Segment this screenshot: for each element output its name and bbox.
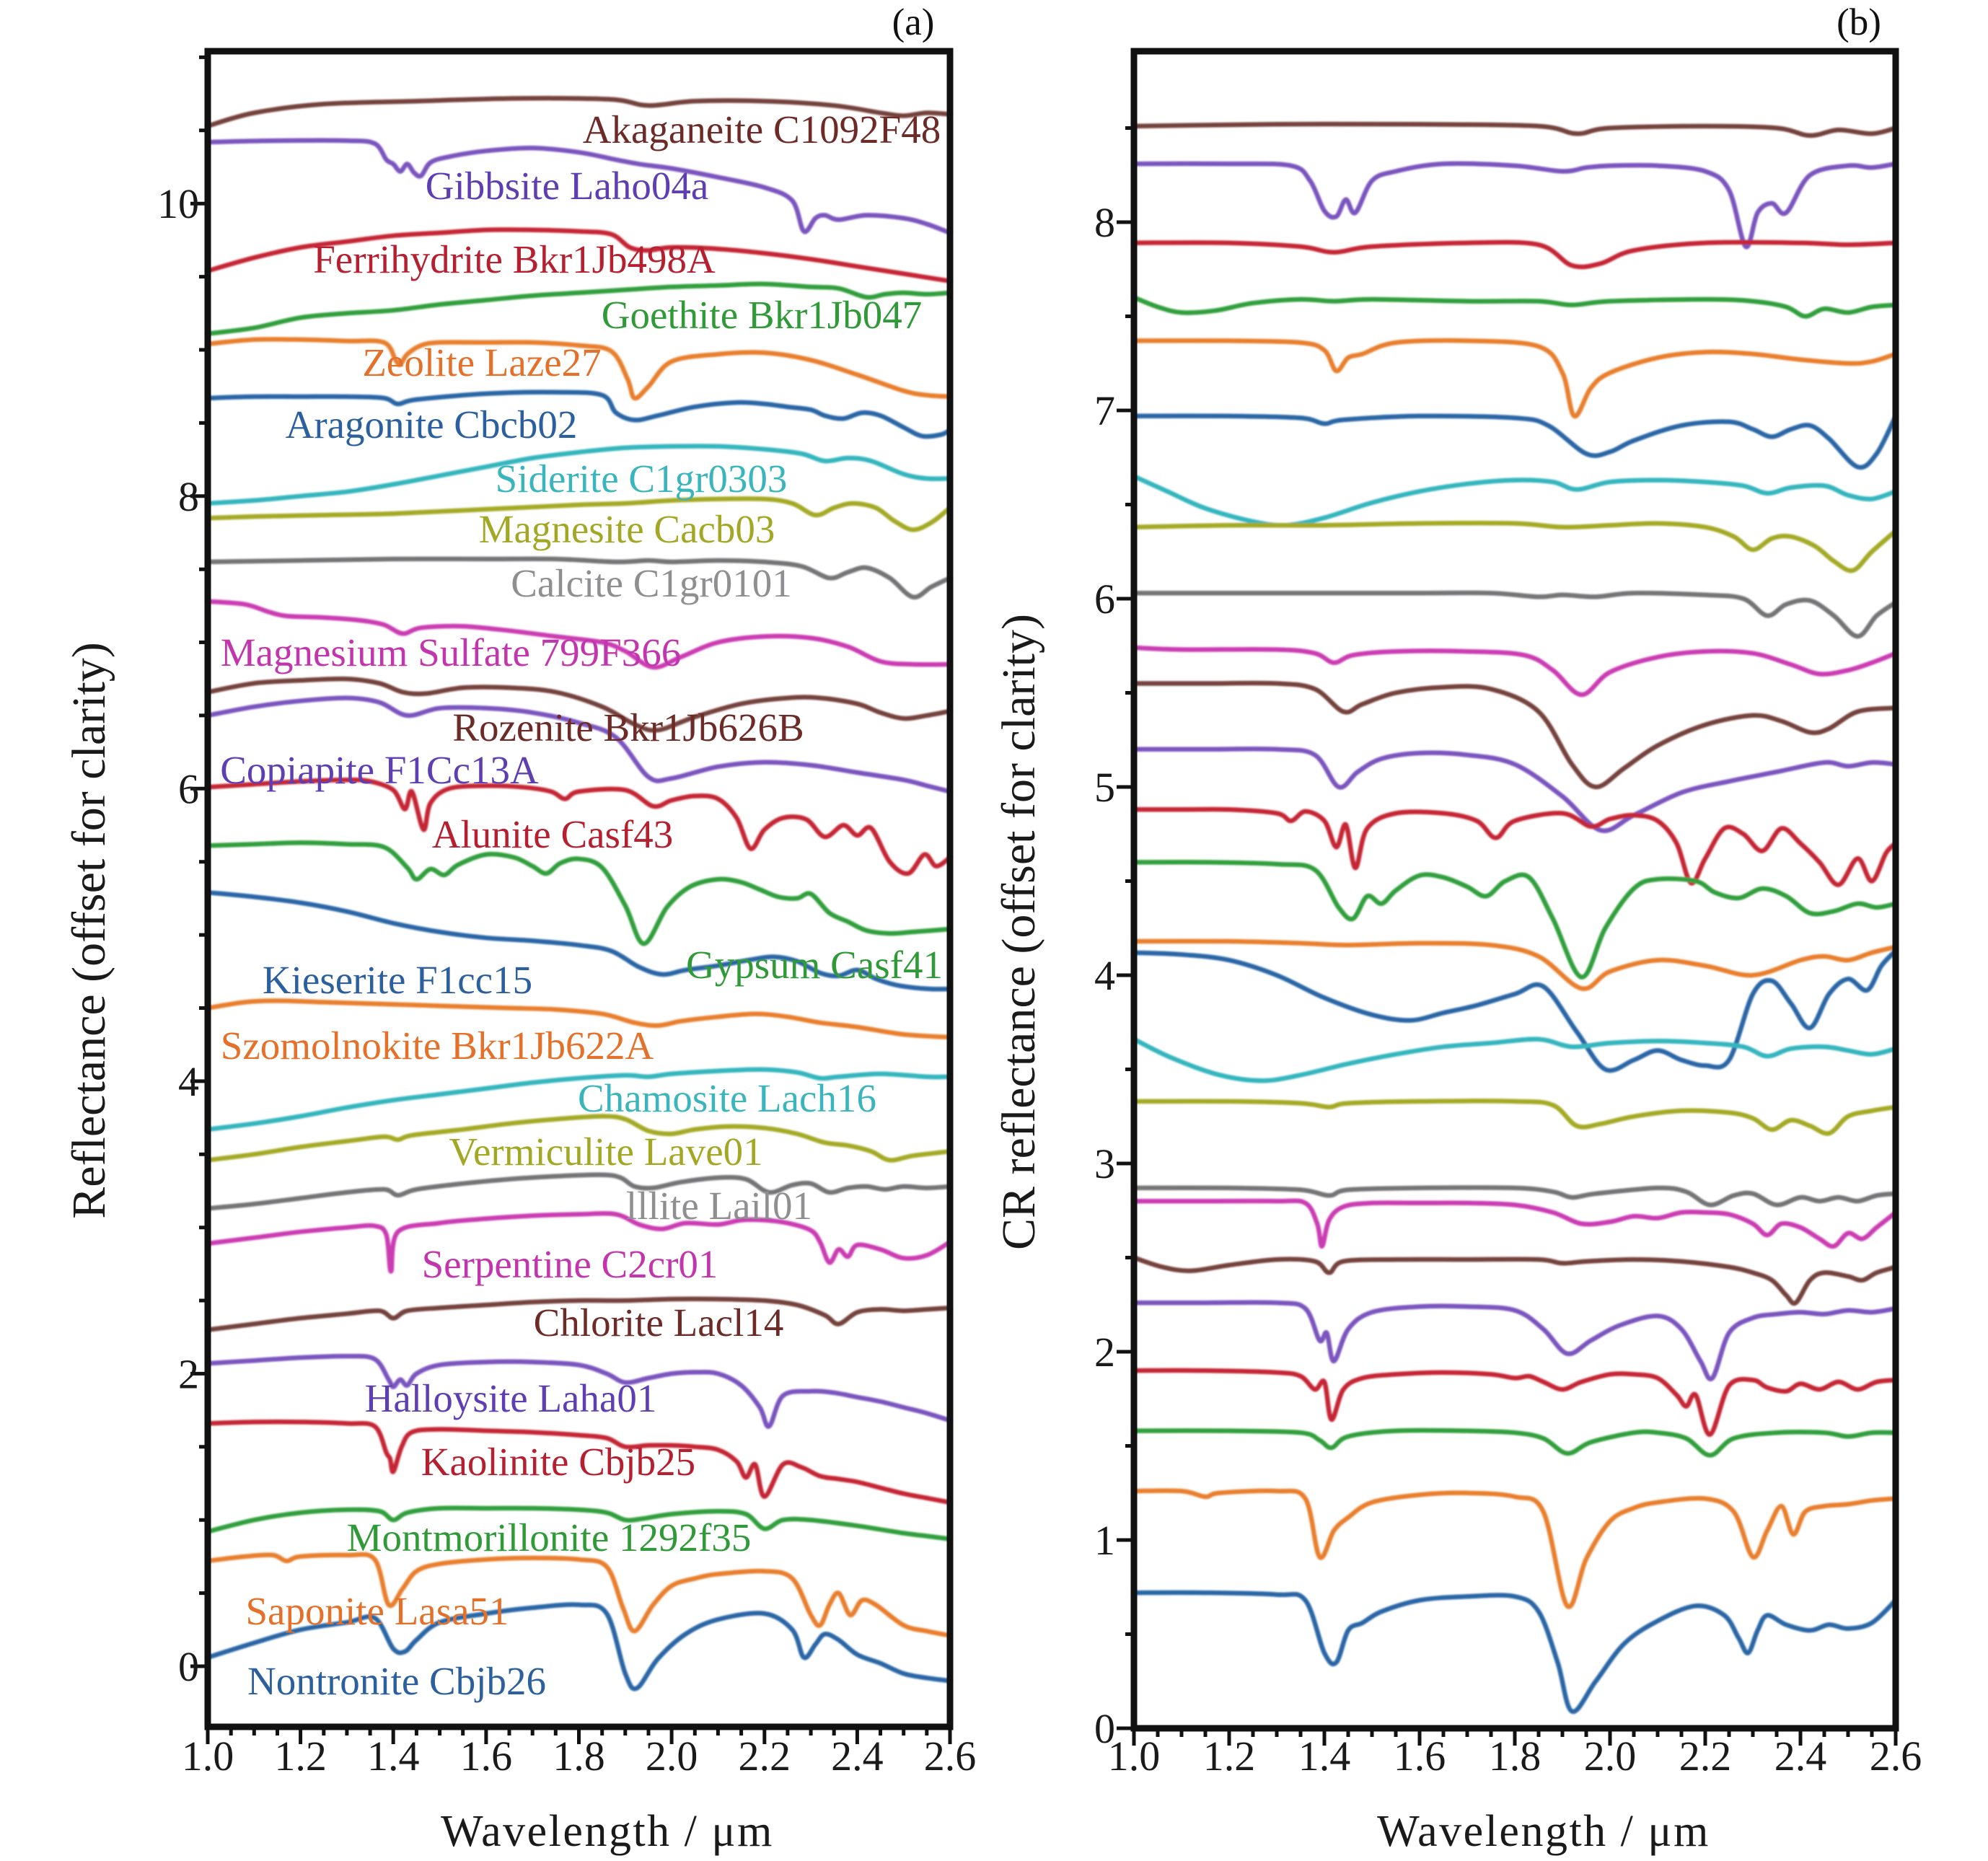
svg-text:Magnesium Sulfate 799F366: Magnesium Sulfate 799F366 xyxy=(221,630,682,674)
svg-text:Magnesite Cacb03: Magnesite Cacb03 xyxy=(479,507,775,551)
svg-text:2.2: 2.2 xyxy=(1679,1733,1732,1779)
svg-text:10: 10 xyxy=(157,180,199,227)
svg-text:Nontronite Cbjb26: Nontronite Cbjb26 xyxy=(247,1659,546,1703)
svg-text:Gibbsite Laho04a: Gibbsite Laho04a xyxy=(426,164,709,208)
svg-text:2.0: 2.0 xyxy=(646,1733,698,1779)
svg-text:Halloysite Laha01: Halloysite Laha01 xyxy=(365,1376,657,1420)
svg-text:6: 6 xyxy=(178,765,199,812)
svg-text:2.4: 2.4 xyxy=(1774,1733,1827,1779)
svg-text:CR reflectance (offset for cla: CR reflectance (offset for clarity) xyxy=(993,614,1045,1250)
svg-text:Gypsum Casf41: Gypsum Casf41 xyxy=(686,943,943,987)
svg-text:Ferrihydrite Bkr1Jb498A: Ferrihydrite Bkr1Jb498A xyxy=(313,237,716,281)
svg-text:Rozenite Bkr1Jb626B: Rozenite Bkr1Jb626B xyxy=(452,705,804,749)
svg-text:Zeolite Laze27: Zeolite Laze27 xyxy=(362,340,601,384)
svg-text:Vermiculite Lave01: Vermiculite Lave01 xyxy=(449,1130,762,1174)
svg-text:1.8: 1.8 xyxy=(553,1733,605,1779)
svg-text:4: 4 xyxy=(1094,952,1115,999)
svg-text:5: 5 xyxy=(1094,764,1115,811)
svg-text:Montmorillonite 1292f35: Montmorillonite 1292f35 xyxy=(347,1515,752,1559)
svg-text:1.8: 1.8 xyxy=(1489,1733,1541,1779)
svg-text:Saponite Lasa51: Saponite Lasa51 xyxy=(245,1589,509,1633)
svg-text:Akaganeite C1092F48: Akaganeite C1092F48 xyxy=(583,107,941,151)
svg-text:6: 6 xyxy=(1094,576,1115,622)
svg-text:Calcite C1gr0101: Calcite C1gr0101 xyxy=(511,561,792,605)
svg-text:1: 1 xyxy=(1094,1517,1115,1564)
svg-text:Alunite Casf43: Alunite Casf43 xyxy=(432,812,674,856)
svg-text:8: 8 xyxy=(178,473,199,520)
svg-text:2: 2 xyxy=(178,1350,199,1397)
svg-text:Chamosite Lach16: Chamosite Lach16 xyxy=(578,1076,876,1120)
svg-text:1.6: 1.6 xyxy=(1394,1733,1446,1779)
svg-text:Chlorite Lacl14: Chlorite Lacl14 xyxy=(534,1301,784,1345)
svg-text:2.4: 2.4 xyxy=(831,1733,884,1779)
svg-text:Kieserite F1cc15: Kieserite F1cc15 xyxy=(263,958,532,1002)
svg-text:1.4: 1.4 xyxy=(367,1733,420,1779)
svg-text:1.4: 1.4 xyxy=(1298,1733,1351,1779)
svg-text:Wavelength / μm: Wavelength / μm xyxy=(1377,1807,1710,1856)
svg-text:1.2: 1.2 xyxy=(274,1733,327,1779)
svg-text:0: 0 xyxy=(1094,1705,1115,1752)
svg-text:Goethite Bkr1Jb047: Goethite Bkr1Jb047 xyxy=(602,293,923,337)
svg-text:Reflectance (offset for clarit: Reflectance (offset for clarity) xyxy=(63,642,115,1219)
svg-text:(b): (b) xyxy=(1837,1,1881,43)
svg-text:Wavelength / μm: Wavelength / μm xyxy=(441,1807,774,1856)
svg-text:8: 8 xyxy=(1094,199,1115,246)
svg-text:Copiapite F1Cc13A: Copiapite F1Cc13A xyxy=(220,748,539,792)
svg-text:1.0: 1.0 xyxy=(1108,1733,1161,1779)
svg-text:2.6: 2.6 xyxy=(1870,1733,1922,1779)
svg-text:Aragonite Cbcb02: Aragonite Cbcb02 xyxy=(286,402,578,446)
svg-text:7: 7 xyxy=(1094,387,1115,434)
svg-text:lllite Lail01: lllite Lail01 xyxy=(626,1184,812,1228)
svg-text:4: 4 xyxy=(178,1058,199,1105)
svg-text:0: 0 xyxy=(178,1643,199,1690)
svg-text:3: 3 xyxy=(1094,1140,1115,1187)
svg-text:Siderite C1gr0303: Siderite C1gr0303 xyxy=(496,457,788,501)
svg-text:1.2: 1.2 xyxy=(1203,1733,1256,1779)
svg-text:Kaolinite Cbjb25: Kaolinite Cbjb25 xyxy=(421,1440,695,1484)
svg-text:Serpentine C2cr01: Serpentine C2cr01 xyxy=(422,1242,718,1286)
svg-text:(a): (a) xyxy=(892,1,935,43)
svg-text:2.6: 2.6 xyxy=(924,1733,977,1779)
svg-text:2.0: 2.0 xyxy=(1584,1733,1637,1779)
svg-text:1.0: 1.0 xyxy=(182,1733,234,1779)
svg-text:1.6: 1.6 xyxy=(460,1733,513,1779)
svg-text:Szomolnokite Bkr1Jb622A: Szomolnokite Bkr1Jb622A xyxy=(221,1024,654,1068)
svg-text:2.2: 2.2 xyxy=(739,1733,791,1779)
svg-text:2: 2 xyxy=(1094,1329,1115,1376)
